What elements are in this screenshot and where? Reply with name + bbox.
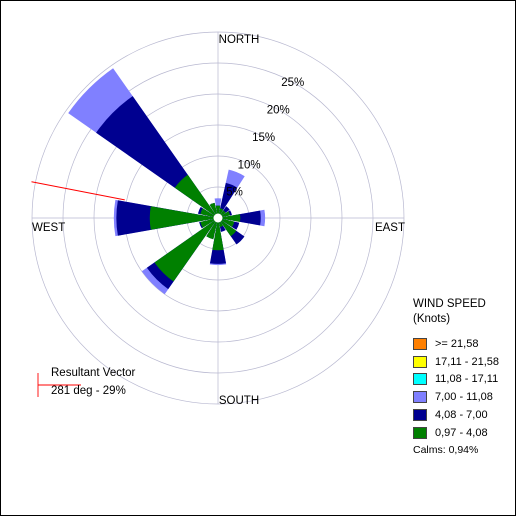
legend-swatch bbox=[413, 409, 427, 422]
legend-swatch bbox=[413, 391, 427, 404]
resultant-vector-value: 281 deg - 29% bbox=[51, 385, 126, 397]
direction-label-north: NORTH bbox=[219, 34, 260, 46]
wind-sector-22.5-class-1 bbox=[218, 182, 238, 218]
wind-sector-270-class-0 bbox=[149, 206, 218, 230]
wind-sector-202.5-class-0 bbox=[206, 218, 218, 240]
wind-sector-90-class-0 bbox=[218, 214, 241, 222]
legend-entry: 0,97 - 4,08 bbox=[413, 424, 499, 442]
wind-sector-225-class-0 bbox=[154, 218, 218, 282]
legend-title: WIND SPEED bbox=[413, 298, 486, 310]
wind-sector-135-class-0 bbox=[218, 218, 237, 237]
legend-entry: >= 21,58 bbox=[413, 335, 499, 353]
resultant-vector-label: Resultant Vector bbox=[51, 367, 136, 379]
legend-entry: 17,11 - 21,58 bbox=[413, 353, 499, 371]
wind-sector-112.5-class-0 bbox=[218, 218, 235, 227]
calms-label: Calms: 0,94% bbox=[413, 443, 479, 456]
ring-label: 25% bbox=[281, 77, 304, 89]
legend-entry: 4,08 - 7,00 bbox=[413, 406, 499, 424]
legend-swatch bbox=[413, 337, 427, 350]
wind-sector-292.5-class-0 bbox=[200, 208, 218, 218]
legend-entry: 7,00 - 11,08 bbox=[413, 388, 499, 406]
legend-label: 4,08 - 7,00 bbox=[435, 409, 488, 422]
wind-sector-180-class-0 bbox=[212, 218, 224, 251]
ring-label: 5% bbox=[226, 187, 243, 199]
wind-sector-247.5-class-0 bbox=[200, 218, 218, 228]
direction-label-south: SOUTH bbox=[219, 395, 259, 407]
wind-sector-315-class-0 bbox=[174, 174, 218, 218]
wind-sector-0-class-0 bbox=[215, 205, 221, 218]
resultant-vector-line bbox=[31, 181, 125, 201]
legend-entries: >= 21,58 17,11 - 21,58 11,08 - 17,11 7,00 -… bbox=[413, 335, 499, 442]
legend-label: >= 21,58 bbox=[435, 337, 479, 350]
legend-label: 7,00 - 11,08 bbox=[435, 391, 493, 404]
ring-label: 20% bbox=[267, 105, 290, 117]
ring-label: 10% bbox=[238, 159, 261, 171]
legend-label: 11,08 - 17,11 bbox=[435, 373, 499, 386]
legend-entry: 11,08 - 17,11 bbox=[413, 371, 499, 389]
legend-swatch bbox=[413, 426, 427, 439]
center-dot bbox=[213, 213, 223, 223]
legend-swatch bbox=[413, 373, 427, 386]
legend-label: 17,11 - 21,58 bbox=[435, 355, 500, 368]
direction-label-east: EAST bbox=[375, 222, 405, 234]
resultant-vector-box: Resultant Vector 281 deg - 29% bbox=[39, 367, 135, 397]
legend: WIND SPEED (Knots) >= 21,58 17,11 - 21,58… bbox=[413, 297, 499, 456]
legend-label: 0,97 - 4,08 bbox=[435, 426, 488, 439]
legend-swatch bbox=[413, 355, 427, 368]
direction-label-west: WEST bbox=[32, 222, 65, 234]
legend-units: (Knots) bbox=[413, 313, 451, 325]
ring-label: 15% bbox=[252, 132, 275, 144]
